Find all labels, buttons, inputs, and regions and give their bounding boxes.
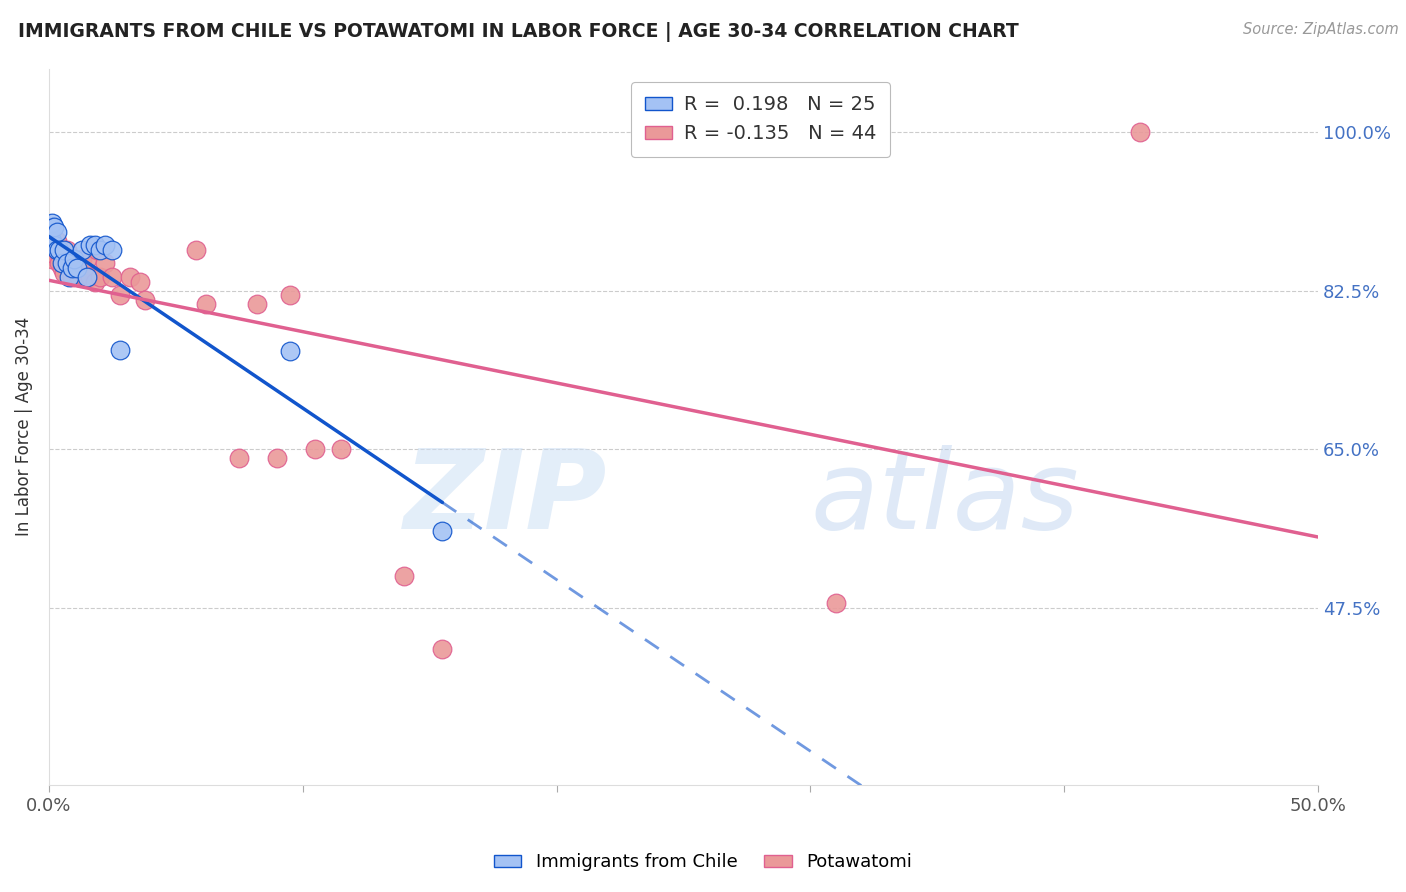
Point bbox=[195, 297, 218, 311]
Point bbox=[63, 252, 86, 266]
Point bbox=[304, 442, 326, 457]
Point bbox=[41, 220, 63, 235]
Point bbox=[53, 266, 76, 280]
Legend: R =  0.198   N = 25, R = -0.135   N = 44: R = 0.198 N = 25, R = -0.135 N = 44 bbox=[631, 82, 890, 157]
Point bbox=[76, 252, 98, 266]
Point bbox=[278, 344, 301, 359]
Point bbox=[51, 247, 73, 261]
Point bbox=[134, 293, 156, 307]
Point bbox=[432, 641, 454, 656]
Point bbox=[45, 243, 67, 257]
Point bbox=[266, 451, 288, 466]
Point bbox=[94, 238, 117, 252]
Point bbox=[45, 243, 67, 257]
Point bbox=[53, 252, 76, 266]
Point bbox=[394, 569, 416, 583]
Point bbox=[76, 270, 98, 285]
Text: atlas: atlas bbox=[810, 445, 1078, 552]
Point bbox=[66, 260, 89, 275]
Y-axis label: In Labor Force | Age 30-34: In Labor Force | Age 30-34 bbox=[15, 317, 32, 536]
Point bbox=[129, 275, 152, 289]
Text: Source: ZipAtlas.com: Source: ZipAtlas.com bbox=[1243, 22, 1399, 37]
Point bbox=[60, 260, 83, 275]
Point bbox=[41, 238, 63, 252]
Point bbox=[51, 260, 73, 275]
Point bbox=[70, 252, 93, 266]
Point bbox=[228, 451, 250, 466]
Point bbox=[60, 270, 83, 285]
Point bbox=[101, 243, 124, 257]
Point bbox=[108, 288, 131, 302]
Point bbox=[48, 243, 70, 257]
Point bbox=[432, 524, 454, 538]
Point bbox=[55, 243, 77, 257]
Point bbox=[70, 243, 93, 257]
Point bbox=[41, 216, 63, 230]
Point bbox=[120, 270, 142, 285]
Point bbox=[41, 252, 63, 266]
Point bbox=[89, 243, 111, 257]
Point bbox=[48, 247, 70, 261]
Point bbox=[66, 266, 89, 280]
Point bbox=[824, 596, 846, 610]
Point bbox=[42, 238, 65, 252]
Point bbox=[86, 243, 108, 257]
Point bbox=[45, 225, 67, 239]
Point bbox=[45, 234, 67, 248]
Point bbox=[329, 442, 352, 457]
Point bbox=[55, 256, 77, 270]
Point bbox=[94, 256, 117, 270]
Point bbox=[53, 243, 76, 257]
Point bbox=[51, 256, 73, 270]
Point bbox=[42, 220, 65, 235]
Legend: Immigrants from Chile, Potawatomi: Immigrants from Chile, Potawatomi bbox=[486, 847, 920, 879]
Point bbox=[108, 343, 131, 357]
Point bbox=[42, 238, 65, 252]
Point bbox=[73, 270, 96, 285]
Point bbox=[63, 256, 86, 270]
Point bbox=[101, 270, 124, 285]
Point bbox=[58, 270, 80, 285]
Point bbox=[79, 238, 101, 252]
Point bbox=[186, 243, 208, 257]
Point bbox=[83, 275, 105, 289]
Point bbox=[41, 234, 63, 248]
Point bbox=[89, 270, 111, 285]
Point bbox=[48, 256, 70, 270]
Point bbox=[79, 270, 101, 285]
Text: IMMIGRANTS FROM CHILE VS POTAWATOMI IN LABOR FORCE | AGE 30-34 CORRELATION CHART: IMMIGRANTS FROM CHILE VS POTAWATOMI IN L… bbox=[18, 22, 1019, 42]
Point bbox=[1129, 125, 1152, 139]
Point bbox=[41, 243, 63, 257]
Point bbox=[42, 247, 65, 261]
Point bbox=[278, 288, 301, 302]
Point bbox=[58, 252, 80, 266]
Point bbox=[67, 270, 90, 285]
Point bbox=[246, 297, 269, 311]
Point bbox=[83, 238, 105, 252]
Text: ZIP: ZIP bbox=[404, 445, 607, 552]
